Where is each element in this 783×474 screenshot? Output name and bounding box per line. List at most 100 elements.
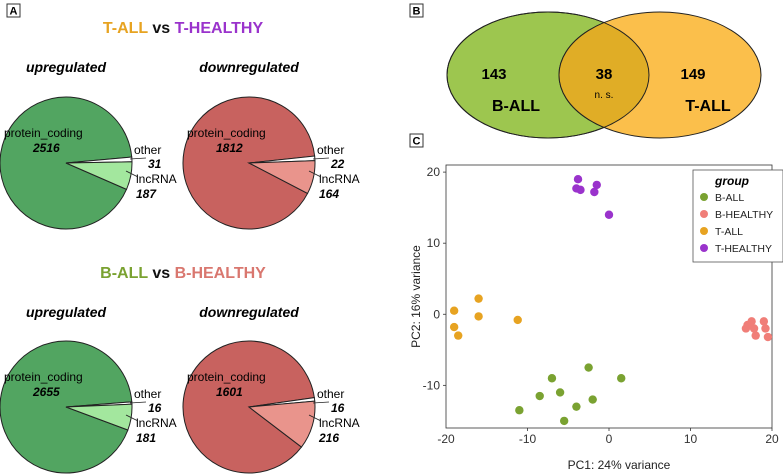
data-point bbox=[449, 322, 459, 332]
data-point bbox=[572, 402, 581, 411]
leader-line-lncrna bbox=[125, 170, 139, 178]
data-point bbox=[751, 331, 760, 340]
svg-text:C: C bbox=[413, 136, 421, 148]
series-t-all bbox=[449, 294, 522, 340]
data-point bbox=[474, 312, 483, 321]
pie-section-2: B-ALL vs B-HEALTHY upregulated protein_cod… bbox=[0, 265, 360, 474]
x-tick-label: -20 bbox=[437, 432, 455, 446]
data-point bbox=[749, 324, 759, 333]
pie-value-protein-coding: 2516 bbox=[32, 141, 60, 155]
data-point bbox=[604, 210, 614, 219]
y-axis-label: PC2: 16% variance bbox=[409, 245, 423, 348]
leader-line-lncrna bbox=[125, 414, 139, 422]
x-tick-label: -10 bbox=[519, 432, 537, 446]
section-heading: T-ALL vs T-HEALTHY bbox=[103, 20, 264, 37]
x-tick-label: 10 bbox=[684, 432, 698, 446]
data-point bbox=[576, 185, 585, 195]
pie-label-lncrna: lncRNA bbox=[136, 172, 177, 186]
leader-line-lncrna bbox=[308, 414, 322, 422]
pie-slice-protein-coding bbox=[0, 96, 133, 230]
data-point bbox=[747, 317, 756, 326]
legend-box bbox=[692, 169, 783, 263]
data-point bbox=[759, 317, 769, 326]
data-point bbox=[592, 180, 601, 190]
pie-charts: T-ALL vs T-HEALTHY upregulated protein_cod… bbox=[0, 20, 360, 474]
pie-label-other: other bbox=[134, 143, 161, 157]
y-tick-label: 20 bbox=[427, 165, 441, 179]
svg-text:B: B bbox=[413, 6, 421, 18]
venn-count-overlap: 38 bbox=[596, 66, 613, 83]
pie-label-protein-coding: protein_coding bbox=[187, 370, 266, 384]
pie-value-lncrna: 187 bbox=[136, 187, 157, 201]
pie-title: downregulated bbox=[199, 304, 299, 320]
x-tick-label: 0 bbox=[606, 432, 613, 446]
pca-scatter-plot: -20 -10 0 10 20 -10 0 10 20 PC1: 24% variance PC2:… bbox=[409, 164, 783, 472]
pie-value-protein-coding: 1812 bbox=[216, 141, 243, 155]
x-axis-label: PC1: 24% variance bbox=[568, 458, 671, 472]
svg-text:A: A bbox=[10, 6, 18, 18]
section-heading-part: B-ALL bbox=[100, 265, 148, 282]
pie-label-lncrna: lncRNA bbox=[319, 416, 360, 430]
y-tick-label: -10 bbox=[423, 378, 441, 392]
legend-label: T-ALL bbox=[715, 226, 743, 238]
legend-marker bbox=[700, 227, 708, 235]
leader-line-other bbox=[312, 157, 330, 160]
section-heading-part: vs bbox=[148, 265, 175, 282]
y-tick-label: 0 bbox=[433, 307, 440, 321]
pie-label-other: other bbox=[317, 387, 344, 401]
pie-value-protein-coding: 2655 bbox=[32, 385, 60, 399]
legend: group B-ALL B-HEALTHY T-ALL T-HEALTHY bbox=[692, 169, 783, 263]
pie-label-protein-coding: protein_coding bbox=[4, 370, 83, 384]
pie-title: downregulated bbox=[199, 59, 299, 75]
section-heading-part: B-HEALTHY bbox=[175, 265, 267, 282]
pie-label-lncrna: lncRNA bbox=[319, 172, 360, 186]
venn-overlap-note: n. s. bbox=[595, 90, 614, 101]
venn-outline-b-all bbox=[446, 11, 650, 139]
section-heading-part: T-ALL bbox=[103, 20, 149, 37]
pie-label-other: other bbox=[134, 387, 161, 401]
leader-line-other bbox=[129, 401, 147, 404]
data-point bbox=[761, 324, 770, 333]
pie-value-other: 22 bbox=[330, 157, 345, 171]
pie-value-other: 31 bbox=[148, 157, 162, 171]
data-point bbox=[513, 315, 522, 325]
series-b-all bbox=[515, 363, 626, 426]
leader-line-lncrna bbox=[308, 170, 322, 178]
pie-label-lncrna: lncRNA bbox=[136, 416, 177, 430]
pie-label-other: other bbox=[317, 143, 344, 157]
data-point bbox=[588, 395, 597, 404]
data-point bbox=[449, 306, 459, 315]
legend-label: T-HEALTHY bbox=[715, 243, 772, 255]
data-point bbox=[763, 332, 773, 342]
panel-a-label: A bbox=[6, 3, 21, 18]
pie-slice-lncRNA bbox=[247, 160, 316, 195]
x-tick-label: 20 bbox=[765, 432, 779, 446]
venn-overlap bbox=[558, 12, 649, 138]
legend-marker bbox=[700, 244, 708, 252]
pie-title: upregulated bbox=[26, 59, 107, 75]
panel-c-label: C bbox=[409, 133, 424, 148]
pie-value-other: 16 bbox=[331, 401, 345, 415]
data-point bbox=[559, 416, 569, 426]
section-heading-part: T-HEALTHY bbox=[175, 20, 264, 37]
pie-value-lncrna: 216 bbox=[318, 431, 339, 445]
pie-slice-lncRNA bbox=[65, 161, 133, 191]
legend-marker bbox=[700, 193, 708, 201]
pie-value-lncrna: 181 bbox=[136, 431, 156, 445]
y-tick-label: 10 bbox=[427, 236, 441, 250]
data-point bbox=[584, 363, 593, 372]
legend-title: group bbox=[714, 174, 749, 188]
venn-name-b-all: B-ALL bbox=[492, 98, 540, 115]
section-heading: B-ALL vs B-HEALTHY bbox=[100, 265, 266, 282]
data-point bbox=[547, 374, 557, 383]
panel-b-label: B bbox=[409, 3, 424, 18]
pie-value-other: 16 bbox=[148, 401, 162, 415]
data-point bbox=[555, 388, 565, 397]
pie-value-lncrna: 164 bbox=[319, 187, 339, 201]
data-point bbox=[535, 391, 544, 401]
